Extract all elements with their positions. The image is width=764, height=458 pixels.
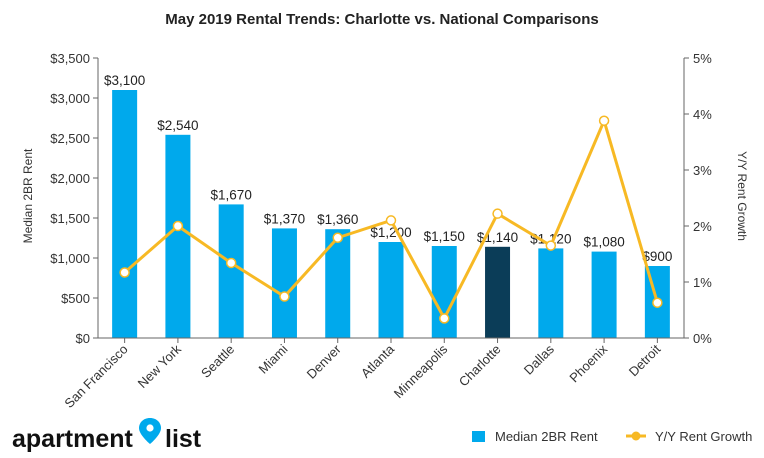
growth-point xyxy=(225,257,237,269)
y-axis-left-tick-label: $3,000 xyxy=(50,91,90,106)
bar xyxy=(112,90,138,338)
y-axis-right-title: Y/Y Rent Growth xyxy=(735,151,749,241)
legend-bar-label: Median 2BR Rent xyxy=(495,429,598,444)
x-axis-tick-label: San Francisco xyxy=(61,342,130,411)
y-axis-left-tick-label: $500 xyxy=(61,291,90,306)
map-pin-icon xyxy=(139,418,161,444)
legend-line-marker xyxy=(631,431,641,441)
y-axis-left-tick-label: $3,500 xyxy=(50,51,90,66)
brand-logo: apartment list xyxy=(12,418,202,453)
bar-data-label: $1,370 xyxy=(264,211,305,226)
y-axis-left: $0 $500 $1,000 $1,500 $2,000 $2,500 $3,000 $3,5… xyxy=(50,51,99,346)
x-axis-tick-label: Miami xyxy=(255,341,290,376)
growth-point xyxy=(652,297,663,308)
x-axis-tick-label: Dallas xyxy=(521,341,558,378)
growth-point xyxy=(545,240,557,251)
y-axis-right-tick-label: 2% xyxy=(693,219,712,234)
growth-point xyxy=(172,220,184,232)
bar xyxy=(485,246,511,338)
growth-line-series xyxy=(119,115,663,324)
bar-data-label: $1,670 xyxy=(211,187,252,202)
y-axis-left-tick-label: $1,500 xyxy=(50,211,90,226)
growth-point xyxy=(598,115,610,126)
y-axis-right-tick-label: 3% xyxy=(693,163,712,178)
y-axis-left-tick-label: $2,000 xyxy=(50,171,90,186)
brand-logo-text-right: list xyxy=(165,425,202,453)
x-axis-tick-label: Minneapolis xyxy=(391,341,451,401)
bar xyxy=(538,248,564,338)
y-axis-right-tick-label: 1% xyxy=(693,275,712,290)
bar xyxy=(378,242,404,338)
bar xyxy=(431,246,457,338)
bar-data-label: $3,100 xyxy=(104,73,145,88)
bar-data-label: $1,200 xyxy=(370,225,411,240)
legend: Median 2BR Rent Y/Y Rent Growth xyxy=(472,429,752,444)
bar-data-label: $1,360 xyxy=(317,212,358,227)
legend-line-label: Y/Y Rent Growth xyxy=(655,429,752,444)
y-axis-right-tick-label: 0% xyxy=(693,331,712,346)
growth-point xyxy=(492,208,503,219)
y-axis-left-tick-label: $2,500 xyxy=(50,131,90,146)
bar-data-label: $1,080 xyxy=(583,235,624,250)
brand-logo-text-left: apartment xyxy=(12,425,134,453)
bar-data-label: $1,120 xyxy=(530,231,571,246)
bar-data-label: $900 xyxy=(642,249,672,264)
growth-point xyxy=(439,313,450,324)
bar-data-label: $1,150 xyxy=(424,229,465,244)
chart-title: May 2019 Rental Trends: Charlotte vs. Na… xyxy=(165,11,598,28)
bar xyxy=(271,228,297,338)
bar xyxy=(591,251,617,338)
y-axis-right-tick-label: 5% xyxy=(693,51,712,66)
x-axis-tick-label: Detroit xyxy=(626,341,664,379)
legend-bar-swatch xyxy=(472,431,485,442)
y-axis-left-tick-label: $0 xyxy=(76,331,90,346)
y-axis-left-tick-label: $1,000 xyxy=(50,251,90,266)
growth-point xyxy=(279,291,290,302)
x-axis-labels: San Francisco New York Seattle Miami Denver A… xyxy=(61,337,684,411)
x-axis-tick-label: New York xyxy=(135,341,185,391)
x-axis-tick-label: Denver xyxy=(304,341,345,382)
y-axis-right: 0% 1% 2% 3% 4% 5% xyxy=(683,51,712,346)
x-axis-tick-label: Seattle xyxy=(198,342,237,381)
x-axis-tick-label: Atlanta xyxy=(358,341,398,381)
growth-point xyxy=(332,232,343,244)
growth-point xyxy=(385,215,397,226)
y-axis-left-title: Median 2BR Rent xyxy=(21,148,35,243)
growth-point xyxy=(119,267,130,278)
y-axis-right-tick-label: 4% xyxy=(693,107,712,122)
x-axis-tick-label: Charlotte xyxy=(456,342,504,390)
x-axis-tick-label: Phoenix xyxy=(566,341,610,385)
bar xyxy=(165,134,191,338)
bar-series xyxy=(112,90,670,338)
bar xyxy=(218,204,244,338)
bar-data-label: $2,540 xyxy=(157,118,198,133)
